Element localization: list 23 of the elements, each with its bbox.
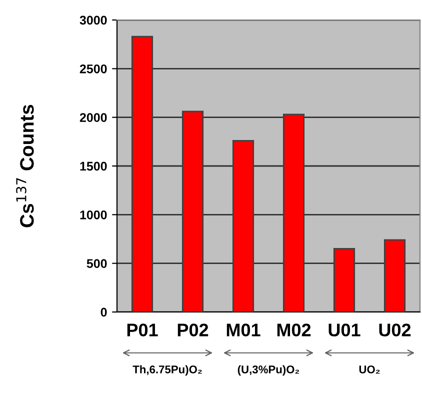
y-tick-label: 1000 bbox=[80, 210, 107, 220]
y-tick-label: 2500 bbox=[80, 64, 107, 74]
x-tick-label: M02 bbox=[277, 324, 311, 336]
y-tick-label: 0 bbox=[100, 308, 107, 317]
bar bbox=[282, 114, 305, 312]
bar bbox=[232, 140, 254, 312]
x-tick-label: U02 bbox=[379, 324, 411, 336]
x-tick-label: P01 bbox=[127, 324, 158, 336]
text: Th,6.75Pu)O₂ bbox=[132, 365, 202, 376]
bar bbox=[384, 239, 406, 312]
y-axis-title: Cs$^{137}$ Counts bbox=[16, 104, 34, 228]
x-tick-label: M01 bbox=[226, 324, 260, 336]
y-tick-label: 500 bbox=[86, 259, 107, 268]
bar bbox=[182, 110, 204, 312]
y-tick-label: 2000 bbox=[80, 113, 107, 122]
text: (U,3%Pu)O₂ bbox=[238, 365, 300, 376]
x-tick-label: U01 bbox=[328, 324, 360, 336]
y-tick-label: 3000 bbox=[80, 16, 107, 25]
bar bbox=[131, 36, 154, 312]
text: UO₂ bbox=[359, 366, 380, 374]
x-tick-label: P02 bbox=[178, 324, 208, 336]
bar bbox=[333, 248, 356, 312]
y-tick-label: 1500 bbox=[80, 162, 107, 171]
